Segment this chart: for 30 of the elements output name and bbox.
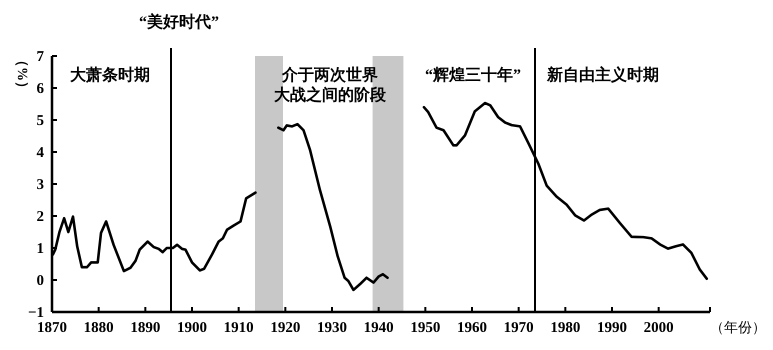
x-tick-label: 1950 — [410, 320, 440, 336]
annotation: 新自由主义时期 — [546, 65, 659, 84]
x-tick-label: 1960 — [457, 320, 487, 336]
annotation: 介于两次世界大战之间的阶段 — [274, 66, 387, 104]
x-axis-title: （年份） — [710, 320, 766, 336]
x-tick-label: 1920 — [270, 320, 300, 336]
y-tick-label: 4 — [36, 145, 44, 161]
annotation: 大萧条时期 — [70, 66, 150, 84]
y-tick-label: 5 — [36, 113, 44, 129]
annotation: “辉煌三十年” — [425, 66, 521, 84]
x-tick-label: 1870 — [37, 320, 67, 336]
x-tick-label: 2000 — [644, 320, 674, 336]
y-tick-label: 1 — [36, 241, 44, 257]
x-tick-label: 1930 — [317, 320, 347, 336]
ref-line-label: “美好时代” — [139, 12, 219, 31]
y-tick-label: 3 — [36, 177, 44, 193]
x-tick-label: 1970 — [504, 320, 534, 336]
x-tick-label: 1940 — [364, 320, 394, 336]
y-axis-title: （%） — [14, 53, 29, 95]
x-tick-label: 1980 — [550, 320, 580, 336]
y-tick-label: 7 — [36, 49, 44, 65]
x-tick-label: 1880 — [84, 320, 114, 336]
y-tick-label: 6 — [36, 81, 44, 97]
y-tick-label: −1 — [28, 305, 44, 321]
y-tick-label: 0 — [36, 273, 44, 289]
x-tick-label: 1900 — [177, 320, 207, 336]
y-tick-label: 2 — [36, 209, 44, 225]
x-tick-label: 1990 — [597, 320, 627, 336]
x-tick-label: 1910 — [224, 320, 254, 336]
x-tick-label: 1890 — [130, 320, 160, 336]
